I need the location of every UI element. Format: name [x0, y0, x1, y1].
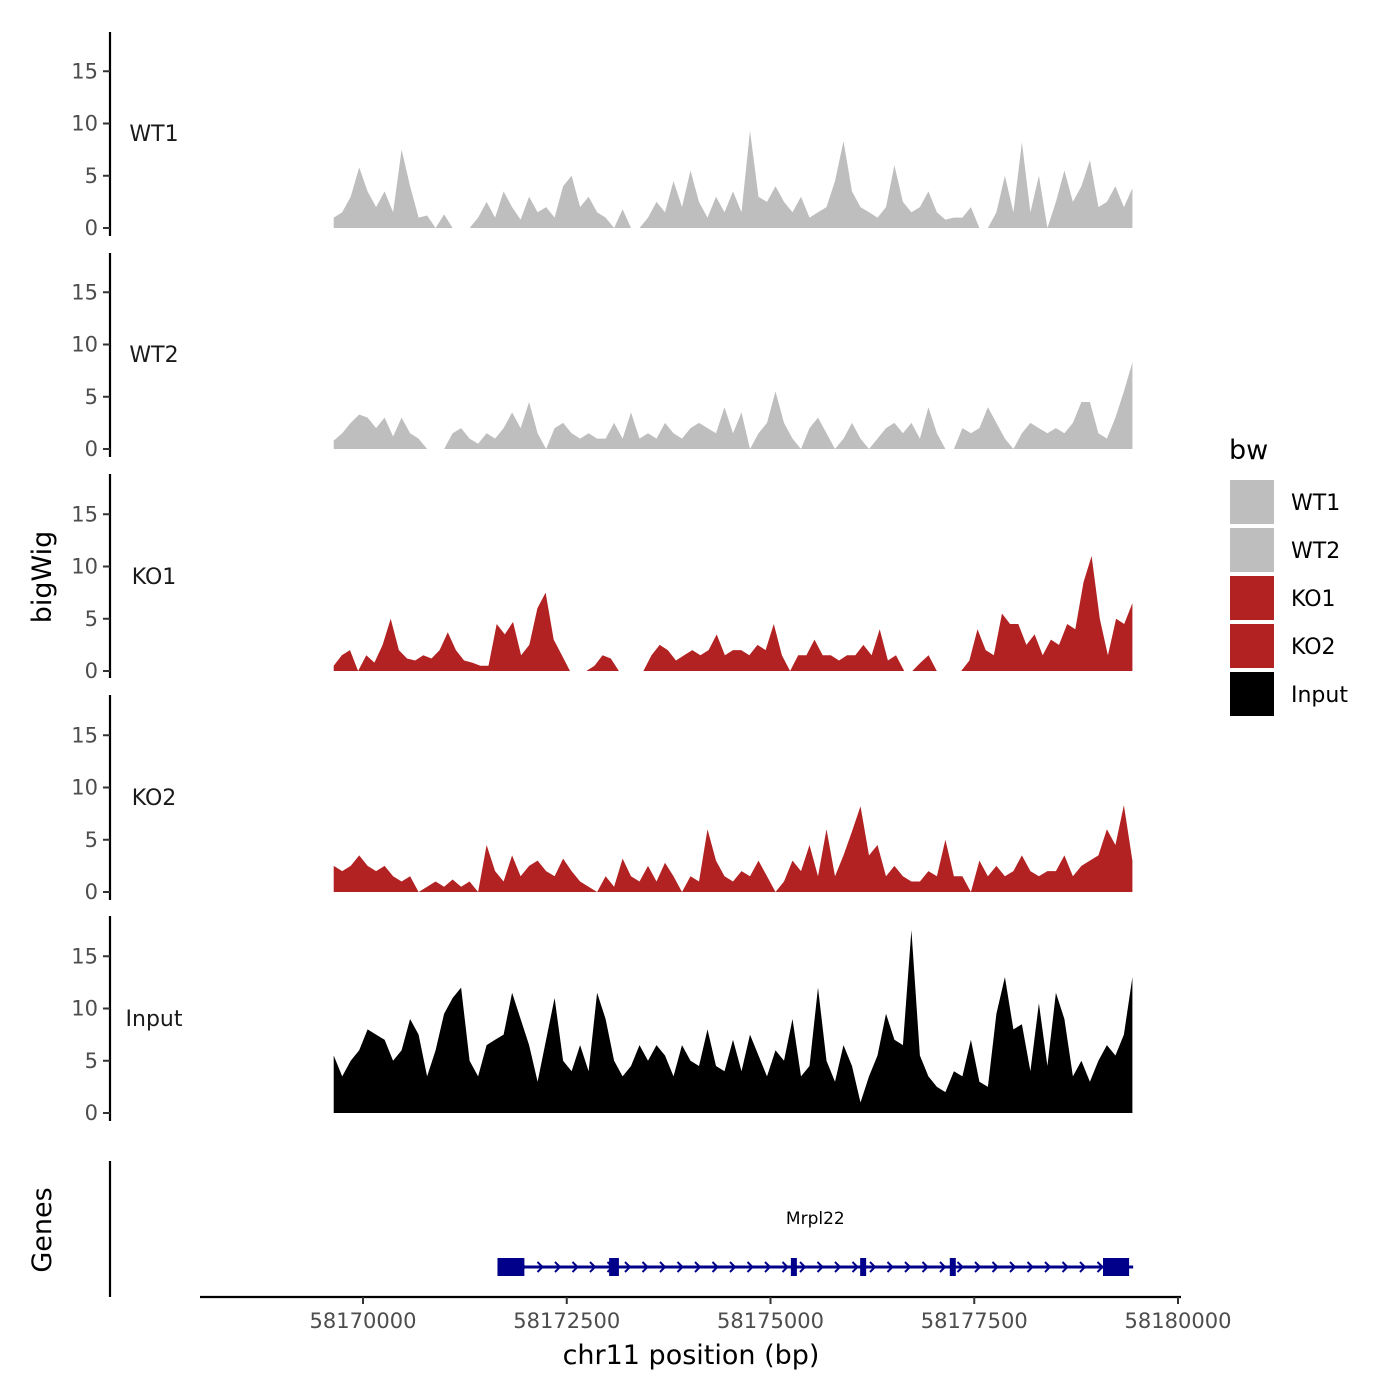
- legend-label-wt2: WT2: [1291, 539, 1340, 564]
- track-input: 0 5 10 15 Input: [71, 916, 1133, 1125]
- legend-swatch-ko2: [1230, 624, 1274, 668]
- strand-arrow: [921, 1261, 929, 1273]
- y-tick-label: 15: [71, 723, 98, 747]
- y-tick-label: 5: [85, 1049, 98, 1073]
- y-tick-label: 0: [85, 1101, 98, 1125]
- legend-label-ko1: KO1: [1291, 587, 1336, 612]
- area-wt2: [333, 362, 1133, 449]
- y-tick-label: 15: [71, 280, 98, 304]
- y-axis-title: bigWig: [27, 531, 58, 624]
- y-tick-label: 10: [71, 112, 98, 136]
- y-tick-label: 10: [71, 333, 98, 357]
- strand-arrow: [711, 1261, 719, 1273]
- track-label: KO1: [132, 565, 177, 590]
- y-tick-label: 0: [85, 437, 98, 461]
- genes-panel-title: Genes: [27, 1187, 58, 1272]
- x-tick-label: 58180000: [1125, 1309, 1232, 1333]
- track-wt2: 0 5 10 15 WT2: [71, 253, 1133, 461]
- strand-arrow: [1026, 1261, 1034, 1273]
- legend-swatch-wt1: [1230, 480, 1274, 524]
- x-tick-label: 58175000: [717, 1309, 824, 1333]
- y-tick-label: 5: [85, 164, 98, 188]
- strand-arrow: [834, 1261, 842, 1273]
- x-tick-label: 58177500: [921, 1309, 1028, 1333]
- strand-arrow: [571, 1261, 579, 1273]
- legend-label-ko2: KO2: [1291, 635, 1336, 660]
- strand-arrow: [869, 1261, 877, 1273]
- y-tick-label: 0: [85, 880, 98, 904]
- area-input: [333, 930, 1133, 1113]
- strand-arrow: [939, 1261, 947, 1273]
- gene-exon: [790, 1258, 797, 1276]
- strand-arrow: [676, 1261, 684, 1273]
- strand-arrow: [589, 1261, 597, 1273]
- y-tick-label: 10: [71, 997, 98, 1021]
- track-label: WT2: [129, 343, 178, 368]
- track-label: KO2: [132, 786, 177, 811]
- strand-arrow: [956, 1261, 964, 1273]
- y-tick-label: 15: [71, 59, 98, 83]
- area-ko1: [333, 556, 1133, 671]
- strand-arrow: [659, 1261, 667, 1273]
- x-axis: 58170000 58172500 58175000 58177500 58180000: [200, 1295, 1232, 1333]
- strand-arrow: [1009, 1261, 1017, 1273]
- gene-exon: [609, 1258, 619, 1276]
- gene-exon: [860, 1258, 867, 1276]
- area-ko2: [333, 805, 1133, 892]
- strand-arrow: [991, 1261, 999, 1273]
- strand-arrow: [904, 1261, 912, 1273]
- legend: bw WT1 WT2 KO1 KO2 Input: [1229, 435, 1348, 716]
- strand-arrow: [799, 1261, 807, 1273]
- track-wt1: 0 5 10 15 WT1: [71, 32, 1133, 240]
- y-tick-label: 15: [71, 502, 98, 526]
- strand-arrow: [1061, 1261, 1069, 1273]
- legend-label-input: Input: [1291, 683, 1348, 708]
- strand-arrow: [536, 1261, 544, 1273]
- area-wt1: [333, 130, 1133, 228]
- x-axis-title: chr11 position (bp): [563, 1340, 820, 1371]
- track-label: WT1: [129, 122, 178, 147]
- y-tick-label: 10: [71, 776, 98, 800]
- track-label: Input: [126, 1007, 183, 1032]
- gene-exon: [1103, 1258, 1130, 1276]
- strand-arrow: [1044, 1261, 1052, 1273]
- strand-arrow: [729, 1261, 737, 1273]
- legend-swatch-ko1: [1230, 576, 1274, 620]
- strand-arrow: [764, 1261, 772, 1273]
- strand-arrow: [641, 1261, 649, 1273]
- y-tick-label: 5: [85, 385, 98, 409]
- strand-arrow: [851, 1261, 859, 1273]
- legend-swatch-wt2: [1230, 528, 1274, 572]
- gene-exon: [497, 1258, 525, 1276]
- strand-arrow: [886, 1261, 894, 1273]
- y-tick-label: 5: [85, 828, 98, 852]
- track-ko2: 0 5 10 15 KO2: [71, 695, 1133, 904]
- genes-panel: Mrpl22: [108, 1161, 1134, 1297]
- strand-arrow: [1096, 1261, 1104, 1273]
- legend-swatch-input: [1230, 672, 1274, 716]
- strand-arrow: [816, 1261, 824, 1273]
- legend-title: bw: [1229, 435, 1268, 466]
- y-tick-label: 0: [85, 216, 98, 240]
- strand-arrow: [624, 1261, 632, 1273]
- strand-arrow: [974, 1261, 982, 1273]
- strand-arrow: [694, 1261, 702, 1273]
- strand-arrow: [746, 1261, 754, 1273]
- y-tick-label: 5: [85, 607, 98, 631]
- gene-name-label: Mrpl22: [786, 1209, 845, 1229]
- x-tick-label: 58170000: [310, 1309, 417, 1333]
- y-tick-label: 0: [85, 659, 98, 683]
- track-ko1: 0 5 10 15 KO1: [71, 474, 1133, 683]
- strand-arrow: [781, 1261, 789, 1273]
- y-tick-label: 10: [71, 555, 98, 579]
- y-tick-label: 15: [71, 944, 98, 968]
- gene-exon: [949, 1258, 956, 1276]
- strand-arrow: [1079, 1261, 1087, 1273]
- legend-label-wt1: WT1: [1291, 491, 1340, 516]
- strand-arrow: [554, 1261, 562, 1273]
- tracks-group: 0 5 10 15 WT1 0 5 10 15 WT2 0 5 10 15 KO1 0 5 10 15 KO2 0 5 10…: [71, 32, 1133, 1125]
- x-tick-label: 58172500: [513, 1309, 620, 1333]
